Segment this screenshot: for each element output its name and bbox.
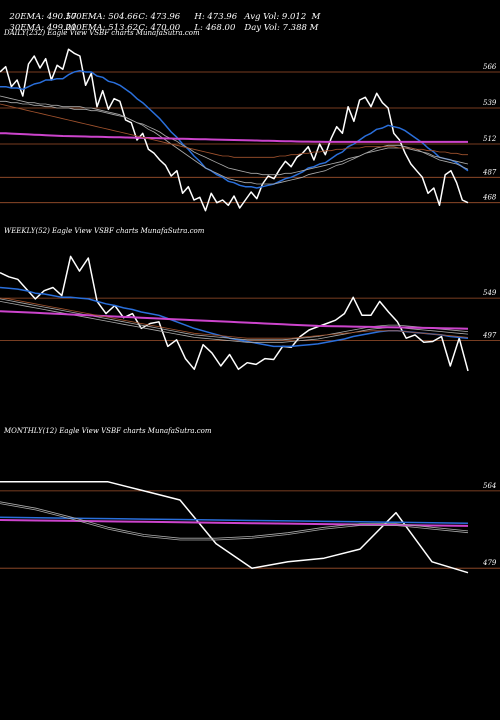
level-label: 512 (483, 135, 497, 143)
ema-other-series-line (0, 100, 469, 176)
ema-other-series-line (0, 501, 469, 539)
low-value: L: 468.00 (194, 23, 236, 33)
header-row-1: 20EMA: 490.57100EMA: 504.66C: 473.96 H: 4… (4, 2, 320, 22)
level-label: 564 (483, 482, 496, 490)
level-label: 566 (483, 63, 497, 71)
level-series-line (0, 297, 469, 339)
level-label: 487 (482, 168, 497, 176)
ema-long-series-line (0, 310, 469, 330)
ema30-value: 30EMA: 499.01 (9, 23, 77, 33)
close-value-2: C: 470.00 (138, 23, 181, 33)
ema-other-series-line (0, 95, 469, 185)
ema-other-series-line (0, 298, 469, 341)
ema200-value: 200EMA: 513.62 (65, 23, 138, 33)
ema-short-series-line (0, 69, 469, 189)
level-label: 549 (483, 289, 497, 297)
price-series-line (0, 481, 469, 574)
level-series-line (0, 103, 468, 158)
daily-panel-label: DAILY(232) Eagle View VSBF charts Munafa… (4, 29, 200, 37)
level-label: 539 (483, 99, 497, 107)
header-row-2: 30EMA: 499.01200EMA: 513.62C: 470.00 L: 4… (4, 13, 318, 33)
level-label: 497 (482, 332, 497, 340)
high-value: H: 473.96 (194, 12, 238, 22)
ema-short-series-line (0, 286, 469, 348)
monthly-panel-label: MONTHLY(12) Eagle View VSBF charts Munaf… (4, 427, 212, 435)
close-value: C: 473.96 (138, 12, 181, 22)
level-label: 479 (482, 559, 497, 567)
ema-short-series-line (0, 516, 469, 524)
weekly-panel-label: WEEKLY(52) Eagle View VSBF charts Munafa… (4, 227, 205, 235)
ema-long-series-line (0, 132, 468, 143)
monthly-chart: 564 479 (0, 481, 500, 574)
price-series-line (0, 255, 469, 372)
day-volume: Day Vol: 7.388 M (244, 23, 319, 33)
ema100-value: 100EMA: 504.66 (65, 12, 138, 22)
weekly-chart: 549 497 (0, 255, 500, 372)
avg-volume: Avg Vol: 9.012 M (244, 12, 321, 22)
ema20-value: 20EMA: 490.57 (9, 12, 77, 22)
level-label: 468 (482, 194, 497, 202)
ema-other-series-line (0, 503, 469, 541)
daily-chart: 566 539 512 487 468 (0, 48, 500, 212)
price-series-line (0, 48, 469, 212)
